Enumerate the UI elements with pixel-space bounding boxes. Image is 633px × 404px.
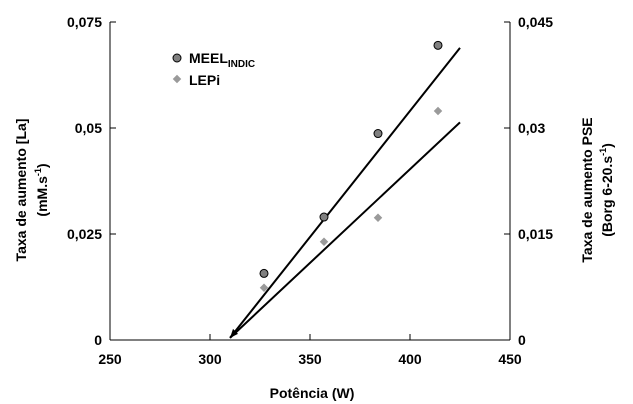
y-left-axis-title: Taxa de aumento [La] bbox=[13, 119, 29, 262]
y-right-ticks: 0 0,015 0,03 0,045 bbox=[504, 14, 553, 348]
legend-label-meel: MEELINDIC bbox=[189, 50, 255, 70]
x-tick-label: 300 bbox=[198, 351, 222, 367]
x-axis-title: Potência (W) bbox=[270, 385, 355, 401]
y-right-axis-unit: (Borg 6-20.s-1) bbox=[598, 143, 615, 237]
x-tick-label: 250 bbox=[98, 351, 122, 367]
y-left-tick-label: 0,075 bbox=[67, 14, 102, 30]
data-point-meel bbox=[319, 212, 329, 222]
trendline-lepi bbox=[229, 121, 461, 339]
y-right-tick-label: 0,03 bbox=[518, 120, 545, 136]
data-point-lepi bbox=[373, 213, 383, 222]
y-left-ticks: 0 0,025 0,05 0,075 bbox=[67, 14, 116, 348]
y-left-tick-label: 0,025 bbox=[67, 226, 102, 242]
data-point-meel bbox=[259, 268, 269, 278]
y-right-axis-title: Taxa de aumento PSE bbox=[579, 117, 595, 262]
y-right-tick-label: 0 bbox=[518, 332, 526, 348]
legend: MEELINDIC LEPi bbox=[172, 50, 255, 88]
trendline-meel bbox=[229, 47, 461, 339]
data-point-lepi bbox=[433, 106, 443, 116]
data-point-meel bbox=[373, 129, 383, 139]
trendlines bbox=[229, 47, 461, 339]
y-left-tick-label: 0,05 bbox=[75, 120, 102, 136]
y-left-axis-unit: (mM.s-1) bbox=[33, 163, 50, 216]
trend-arrowhead bbox=[230, 328, 238, 338]
data-point-lepi bbox=[319, 237, 329, 247]
y-left-tick-label: 0 bbox=[94, 332, 102, 348]
legend-marker-meel bbox=[172, 53, 182, 63]
x-tick-label: 350 bbox=[298, 351, 322, 367]
x-tick-label: 400 bbox=[398, 351, 422, 367]
x-ticks: 250 300 350 400 450 bbox=[98, 334, 522, 367]
legend-marker-lepi bbox=[172, 74, 182, 84]
axes bbox=[109, 22, 511, 341]
data-point-meel bbox=[433, 40, 443, 50]
x-tick-label: 450 bbox=[498, 351, 522, 367]
legend-label-lepi: LEPi bbox=[189, 72, 220, 88]
data-points bbox=[259, 40, 443, 292]
data-point-lepi bbox=[259, 283, 269, 292]
y-right-tick-label: 0,045 bbox=[518, 14, 553, 30]
y-right-tick-label: 0,015 bbox=[518, 226, 553, 242]
